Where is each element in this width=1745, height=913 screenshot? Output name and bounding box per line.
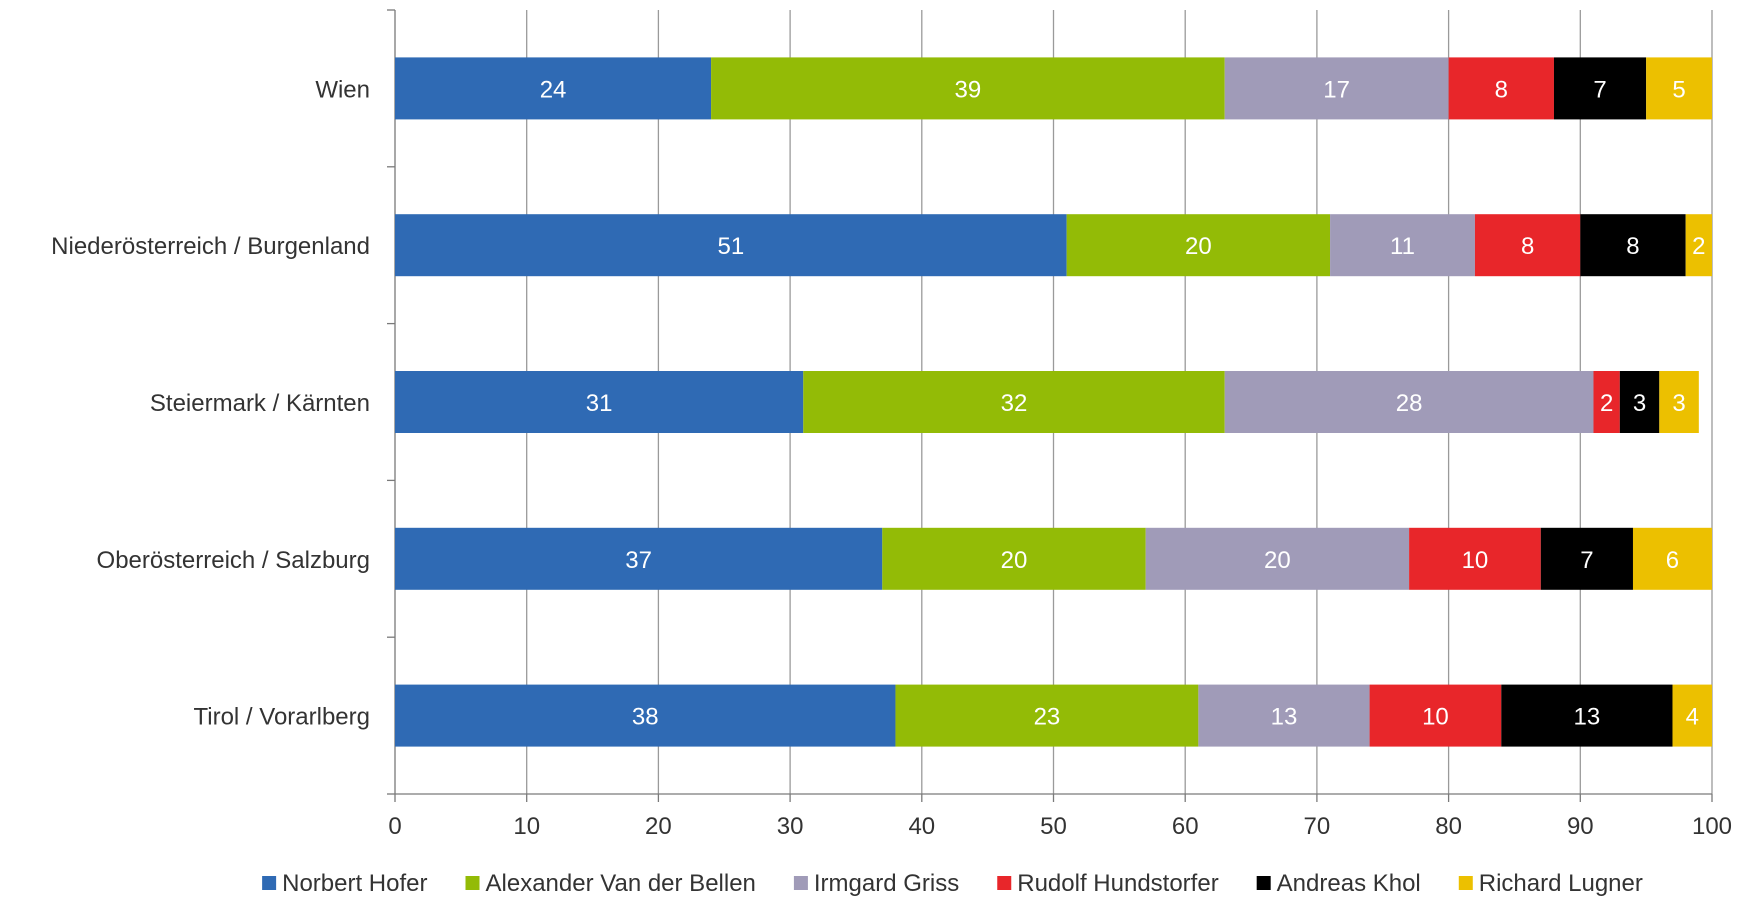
data-label: 13: [1574, 704, 1601, 731]
category-label: Oberösterreich / Salzburg: [97, 547, 370, 574]
legend-label: Alexander Van der Bellen: [486, 870, 756, 897]
bar-segment: [1580, 214, 1686, 277]
legend-label: Richard Lugner: [1479, 870, 1643, 897]
bar-segment: [1198, 684, 1370, 747]
x-tick-label: 70: [1304, 813, 1331, 840]
bar-segment: [1409, 527, 1541, 590]
data-label: 13: [1271, 704, 1298, 731]
bar-segment: [711, 57, 1225, 120]
legend-swatch: [793, 876, 808, 890]
x-tick-label: 30: [777, 813, 804, 840]
data-label: 11: [1390, 233, 1415, 260]
data-label: 10: [1422, 704, 1449, 731]
data-label: 7: [1580, 547, 1593, 574]
data-label: 20: [1264, 547, 1291, 574]
bar-segment: [803, 371, 1225, 433]
data-label: 23: [1034, 704, 1061, 731]
bar-segment: [1066, 214, 1331, 277]
bar-segment: [1593, 371, 1620, 433]
data-label: 4: [1686, 704, 1699, 731]
bar-segment: [1632, 527, 1712, 590]
data-label: 38: [632, 704, 659, 731]
category-label: Tirol / Vorarlberg: [193, 704, 370, 731]
legend: Norbert Hofer Alexander Van der Bellen Irm…: [262, 870, 1643, 897]
category-label: Steiermark / Kärnten: [150, 390, 370, 417]
bar-segment: [895, 684, 1199, 747]
bar-segment: [1685, 214, 1712, 277]
bar-segment: [1145, 527, 1410, 590]
data-label: 3: [1672, 390, 1685, 417]
data-label: 20: [1185, 233, 1212, 260]
bars: [395, 57, 1712, 747]
data-label: 51: [717, 233, 744, 260]
bar-segment: [395, 527, 883, 590]
data-label: 20: [1001, 547, 1028, 574]
data-label: 17: [1323, 76, 1350, 103]
x-tick-label: 60: [1172, 813, 1199, 840]
data-label: 8: [1495, 76, 1508, 103]
bar-segment: [1224, 371, 1594, 433]
data-label: 39: [955, 76, 982, 103]
legend-swatch: [997, 876, 1012, 890]
legend-label: Norbert Hofer: [282, 870, 427, 897]
x-tick-label: 20: [645, 813, 672, 840]
bar-segment: [1501, 684, 1673, 747]
data-label: 6: [1666, 547, 1679, 574]
bar-segment: [1672, 684, 1712, 747]
legend-swatch: [1458, 876, 1473, 890]
legend-label: Andreas Khol: [1277, 870, 1421, 897]
bar-segment: [1553, 57, 1647, 120]
axes: 0 10 20 30 40 50 60 70 80 90 100 Wien Niederösterrei…: [51, 9, 1732, 840]
data-label: 28: [1396, 390, 1423, 417]
x-tick-label: 80: [1435, 813, 1462, 840]
legend-swatch: [262, 876, 277, 890]
bar-segment: [1619, 371, 1660, 433]
data-label: 37: [625, 547, 652, 574]
bar-segment: [395, 57, 712, 120]
x-tick-label: 40: [908, 813, 935, 840]
bar-segment: [1474, 214, 1581, 277]
bar-segment: [1540, 527, 1633, 590]
data-label: 31: [586, 390, 613, 417]
legend-label: Rudolf Hundstorfer: [1017, 870, 1218, 897]
bar-segment: [395, 371, 804, 433]
data-label: 3: [1633, 390, 1646, 417]
data-label: 5: [1672, 76, 1685, 103]
data-label: 10: [1462, 547, 1489, 574]
data-label: 8: [1521, 233, 1534, 260]
bar-segment: [882, 527, 1146, 590]
bar-segment: [395, 214, 1067, 277]
x-tick-label: 100: [1692, 813, 1732, 840]
bar-segment: [395, 684, 896, 747]
data-label: 7: [1593, 76, 1606, 103]
data-label: 32: [1001, 390, 1028, 417]
bar-segment: [1659, 371, 1699, 433]
legend-swatch: [1256, 876, 1271, 890]
bar-segment: [1448, 57, 1554, 120]
x-tick-label: 10: [513, 813, 540, 840]
legend-label: Irmgard Griss: [814, 870, 959, 897]
bar-segment: [1224, 57, 1449, 120]
bar-segment: [1646, 57, 1712, 120]
x-tick-label: 0: [388, 813, 401, 840]
data-labels: 24 39 17 8 7 551 20 11 8 8 231 32 28 2 3 337 20 20 10 7 638 2…: [540, 76, 1706, 730]
data-label: 8: [1626, 233, 1639, 260]
category-label: Niederösterreich / Burgenland: [51, 233, 370, 260]
legend-swatch: [465, 876, 480, 890]
x-tick-label: 50: [1040, 813, 1067, 840]
category-label: Wien: [315, 76, 370, 103]
bar-segment: [1369, 684, 1502, 747]
data-label: 2: [1692, 233, 1705, 260]
data-label: 2: [1600, 390, 1613, 417]
data-label: 24: [540, 76, 567, 103]
bar-segment: [1330, 214, 1475, 277]
x-tick-label: 90: [1567, 813, 1594, 840]
